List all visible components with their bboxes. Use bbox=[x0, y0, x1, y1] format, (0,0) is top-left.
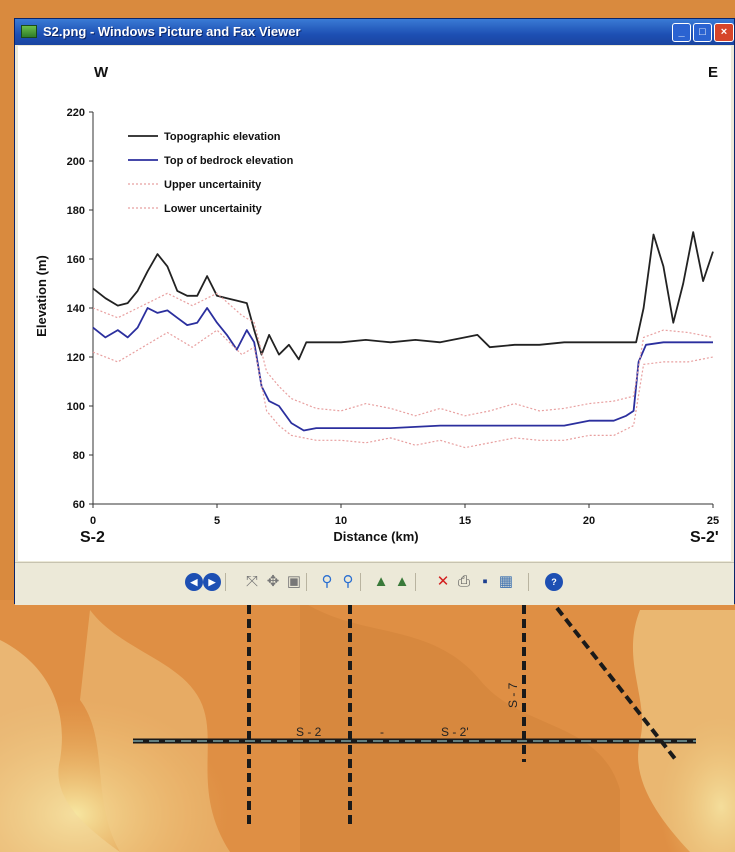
x-tick-label: 25 bbox=[707, 515, 719, 527]
legend: Topographic elevation Top of bedrock elev… bbox=[128, 131, 294, 215]
y-tick-label: 200 bbox=[67, 156, 85, 168]
picture-viewer-window: S2.png - Windows Picture and Fax Viewer … bbox=[14, 18, 735, 605]
minimize-button[interactable]: _ bbox=[672, 23, 691, 42]
map-label-dash: - bbox=[380, 725, 384, 739]
toolbar-separator bbox=[225, 573, 226, 591]
y-tick-label: 100 bbox=[67, 401, 85, 413]
map-label-s7: S - 7 bbox=[506, 682, 520, 708]
map-label-s2prime: S - 2' bbox=[441, 725, 469, 739]
section-start-label: S-2 bbox=[80, 529, 105, 546]
legend-label: Topographic elevation bbox=[164, 131, 281, 143]
rotate-counterclockwise-icon[interactable]: ▲ bbox=[394, 573, 410, 590]
y-tick-label: 160 bbox=[67, 254, 85, 266]
help-icon[interactable]: ? bbox=[545, 573, 563, 591]
x-tick-label: 5 bbox=[214, 515, 220, 527]
y-axis-label: Elevation (m) bbox=[34, 255, 49, 337]
corner-label-east: E bbox=[708, 64, 718, 81]
series-line-1 bbox=[92, 231, 714, 361]
legend-label: Lower uncertainity bbox=[164, 203, 263, 215]
legend-label: Upper uncertainity bbox=[164, 179, 262, 191]
x-tick-label: 15 bbox=[459, 515, 471, 527]
slideshow-icon[interactable]: ▣ bbox=[286, 573, 302, 590]
window-title: S2.png - Windows Picture and Fax Viewer bbox=[43, 24, 301, 39]
series-line-2 bbox=[92, 307, 713, 432]
toolbar-separator bbox=[360, 573, 361, 591]
save-icon[interactable]: ▪ bbox=[482, 573, 488, 590]
best-fit-icon[interactable]: ⤧ bbox=[245, 573, 258, 590]
x-tick-label: 20 bbox=[583, 515, 595, 527]
close-button[interactable]: × bbox=[714, 23, 734, 42]
zoom-in-icon[interactable]: ⚲ bbox=[321, 573, 333, 590]
image-view: W E 60 80 100 120 140 160 180 200 220 0 5 10 15 20 25 … bbox=[18, 46, 731, 561]
series-lines bbox=[92, 231, 714, 449]
next-image-icon[interactable]: ▶ bbox=[203, 573, 221, 591]
section-end-label: S-2' bbox=[690, 529, 719, 546]
toolbar-separator bbox=[415, 573, 416, 591]
y-tick-label: 140 bbox=[67, 303, 85, 315]
print-icon[interactable]: ⎙ bbox=[457, 573, 470, 590]
series-line-3 bbox=[92, 292, 714, 417]
edit-icon[interactable]: ▦ bbox=[498, 573, 514, 590]
maximize-button[interactable]: □ bbox=[693, 23, 712, 42]
y-tick-label: 220 bbox=[67, 107, 85, 119]
y-tick-label: 60 bbox=[73, 499, 85, 511]
previous-image-icon[interactable]: ◀ bbox=[185, 573, 203, 591]
legend-label: Top of bedrock elevation bbox=[164, 155, 294, 167]
viewer-toolbar: ◀ ▶ ⤧ ✥ ▣ ⚲ ⚲ ▲ ▲ ✕ ⎙ ▪ ▦? bbox=[15, 562, 734, 605]
axes: 60 80 100 120 140 160 180 200 220 0 5 10 15 20 25 bbox=[67, 107, 719, 527]
app-icon bbox=[21, 25, 37, 38]
toolbar-separator bbox=[528, 573, 529, 591]
x-tick-label: 10 bbox=[335, 515, 347, 527]
rotate-clockwise-icon[interactable]: ▲ bbox=[373, 573, 389, 590]
map-label-s2: S - 2 bbox=[296, 725, 322, 739]
actual-size-icon[interactable]: ✥ bbox=[266, 573, 280, 590]
series-line-4 bbox=[92, 329, 714, 449]
y-tick-label: 180 bbox=[67, 205, 85, 217]
corner-label-west: W bbox=[94, 64, 109, 81]
y-tick-label: 120 bbox=[67, 352, 85, 364]
zoom-out-icon[interactable]: ⚲ bbox=[342, 573, 354, 590]
delete-icon[interactable]: ✕ bbox=[436, 573, 450, 590]
toolbar-separator bbox=[306, 573, 307, 591]
title-bar[interactable]: S2.png - Windows Picture and Fax Viewer … bbox=[15, 19, 734, 45]
x-axis-label: Distance (km) bbox=[333, 529, 418, 544]
x-tick-label: 0 bbox=[90, 515, 96, 527]
y-tick-label: 80 bbox=[73, 450, 85, 462]
